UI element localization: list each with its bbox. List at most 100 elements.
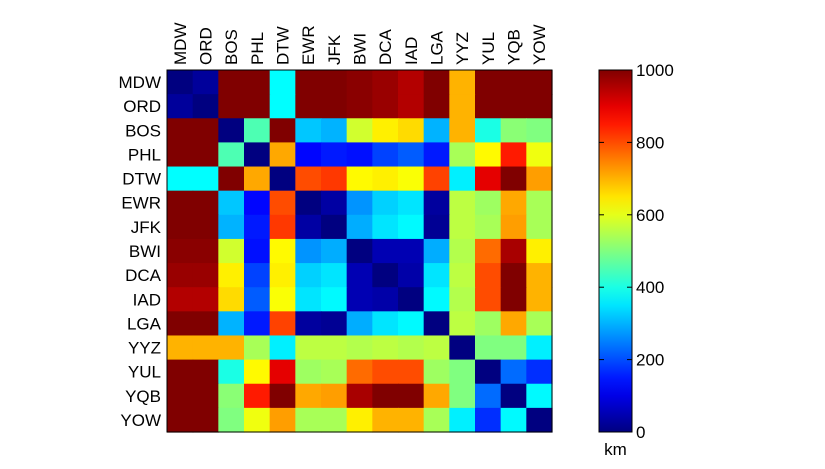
row-label-mdw: MDW (119, 73, 161, 92)
heatmap-cell-mdw-ord (192, 70, 219, 95)
heatmap-cell-yow-bos (218, 407, 245, 433)
heatmap-cell-lga-jfk (321, 311, 348, 337)
heatmap-cell-iad-bos (218, 287, 245, 312)
heatmap-cell-dca-lga (423, 263, 450, 288)
heatmap-cell-jfk-bos (218, 214, 245, 240)
heatmap-cell-dtw-yyz (449, 166, 476, 192)
heatmap-cell-jfk-iad (398, 214, 425, 240)
heatmap-cell-ord-jfk (321, 94, 348, 119)
heatmap-cell-yyz-phl (244, 335, 271, 361)
heatmap-cell-ord-iad (398, 94, 425, 119)
heatmap-cell-yow-dtw (269, 407, 296, 433)
heatmap-cell-yul-phl (244, 359, 271, 385)
heatmap-cell-ewr-dca (372, 190, 399, 216)
heatmap-cell-yyz-ord (192, 335, 219, 361)
colorbar: 0 200 400 600 800 1000 km (598, 61, 674, 459)
heatmap-cell-jfk-yyz (449, 214, 476, 240)
heatmap-cell-bwi-ewr (295, 238, 322, 264)
heatmap-cell-dtw-bwi (346, 166, 373, 192)
heatmap-cell-mdw-bwi (346, 70, 373, 95)
heatmap-cell-bos-iad (398, 118, 425, 143)
heatmap-cell-iad-iad (398, 287, 425, 312)
heatmap-cell-mdw-phl (244, 70, 271, 95)
heatmap-cell-ewr-bos (218, 190, 245, 216)
heatmap-cell-yow-dca (372, 407, 399, 433)
heatmap-cell-jfk-ewr (295, 214, 322, 240)
heatmap-cell-jfk-jfk (321, 214, 348, 240)
heatmap-cell-ewr-yow (526, 190, 553, 216)
heatmap-cell-bos-phl (244, 118, 271, 143)
heatmap-cell-yqb-lga (423, 383, 450, 409)
column-label-jfk: JFK (325, 34, 344, 65)
heatmap-cell-mdw-ewr (295, 70, 322, 95)
heatmap-cell-lga-mdw (167, 311, 194, 337)
heatmap-cell-phl-phl (244, 142, 271, 168)
heatmap-cell-phl-bwi (346, 142, 373, 168)
row-label-jfk: JFK (131, 218, 162, 237)
heatmap-cell-yyz-dca (372, 335, 399, 361)
heatmap-cell-ewr-phl (244, 190, 271, 216)
heatmap-cell-phl-jfk (321, 142, 348, 168)
heatmap-cell-bwi-lga (423, 238, 450, 264)
colorbar-tick-label-400: 400 (636, 278, 664, 297)
heatmap-cell-lga-iad (398, 311, 425, 337)
heatmap-cell-phl-yqb (500, 142, 527, 168)
heatmap-cell-yow-phl (244, 407, 271, 433)
heatmap-cell-jfk-dtw (269, 214, 296, 240)
row-label-yul: YUL (128, 363, 161, 382)
colorbar-tick-label-800: 800 (636, 133, 664, 152)
heatmap-cell-yqb-bos (218, 383, 245, 409)
column-label-lga: LGA (428, 30, 447, 65)
heatmap-cell-jfk-yul (475, 214, 502, 240)
heatmap-cell-ewr-mdw (167, 190, 194, 216)
heatmap-cell-yqb-mdw (167, 383, 194, 409)
heatmap-cell-bos-bwi (346, 118, 373, 143)
heatmap-cell-yul-bwi (346, 359, 373, 385)
heatmap-cell-ord-yow (526, 94, 553, 119)
heatmap-cell-dca-mdw (167, 263, 194, 288)
heatmap-cell-bwi-jfk (321, 238, 348, 264)
heatmap-cell-dca-bos (218, 263, 245, 288)
heatmap-cell-jfk-phl (244, 214, 271, 240)
heatmap-cell-lga-dca (372, 311, 399, 337)
heatmap-cell-dtw-bos (218, 166, 245, 192)
heatmap-cell-yow-yyz (449, 407, 476, 433)
heatmap-cell-ewr-dtw (269, 190, 296, 216)
heatmap-cell-jfk-lga (423, 214, 450, 240)
heatmap-cell-yul-jfk (321, 359, 348, 385)
heatmap-cell-phl-ord (192, 142, 219, 168)
heatmap-cell-ewr-ord (192, 190, 219, 216)
heatmap-cell-bos-yul (475, 118, 502, 143)
heatmap-cell-ewr-yul (475, 190, 502, 216)
heatmap-cell-lga-bos (218, 311, 245, 337)
heatmap-cell-dtw-dtw (269, 166, 296, 192)
heatmap-cell-ord-yul (475, 94, 502, 119)
heatmap-cell-yyz-yul (475, 335, 502, 361)
heatmap-cell-ewr-lga (423, 190, 450, 216)
colorbar-unit-label: km (604, 440, 627, 459)
heatmap-cell-ord-dtw (269, 94, 296, 119)
heatmap-cell-yow-lga (423, 407, 450, 433)
heatmap-cell-bos-lga (423, 118, 450, 143)
heatmap-cell-dtw-jfk (321, 166, 348, 192)
heatmap-cell-yyz-jfk (321, 335, 348, 361)
heatmap-cell-dca-yul (475, 263, 502, 288)
heatmap-cell-yul-lga (423, 359, 450, 385)
heatmap-cell-mdw-yul (475, 70, 502, 95)
heatmap-cell-yqb-dtw (269, 383, 296, 409)
heatmap-cell-iad-yyz (449, 287, 476, 312)
row-labels: MDW ORD BOS PHL DTW EWR JFK BWI DCA IAD LGA YYZ YUL Y… (119, 73, 162, 430)
heatmap-cell-dtw-yqb (500, 166, 527, 192)
heatmap-cell-dtw-dca (372, 166, 399, 192)
heatmap-cell-jfk-ord (192, 214, 219, 240)
heatmap-cell-ord-mdw (167, 94, 194, 119)
heatmap-cell-jfk-mdw (167, 214, 194, 240)
heatmap-cell-bwi-bwi (346, 238, 373, 264)
heatmap-cell-ord-bos (218, 94, 245, 119)
colorbar-tick-label-1000: 1000 (636, 61, 674, 80)
heatmap-cell-lga-lga (423, 311, 450, 337)
heatmap-cell-phl-ewr (295, 142, 322, 168)
heatmap-cell-yqb-yqb (500, 383, 527, 409)
heatmap-cell-dtw-lga (423, 166, 450, 192)
heatmap-cell-bos-yyz (449, 118, 476, 143)
